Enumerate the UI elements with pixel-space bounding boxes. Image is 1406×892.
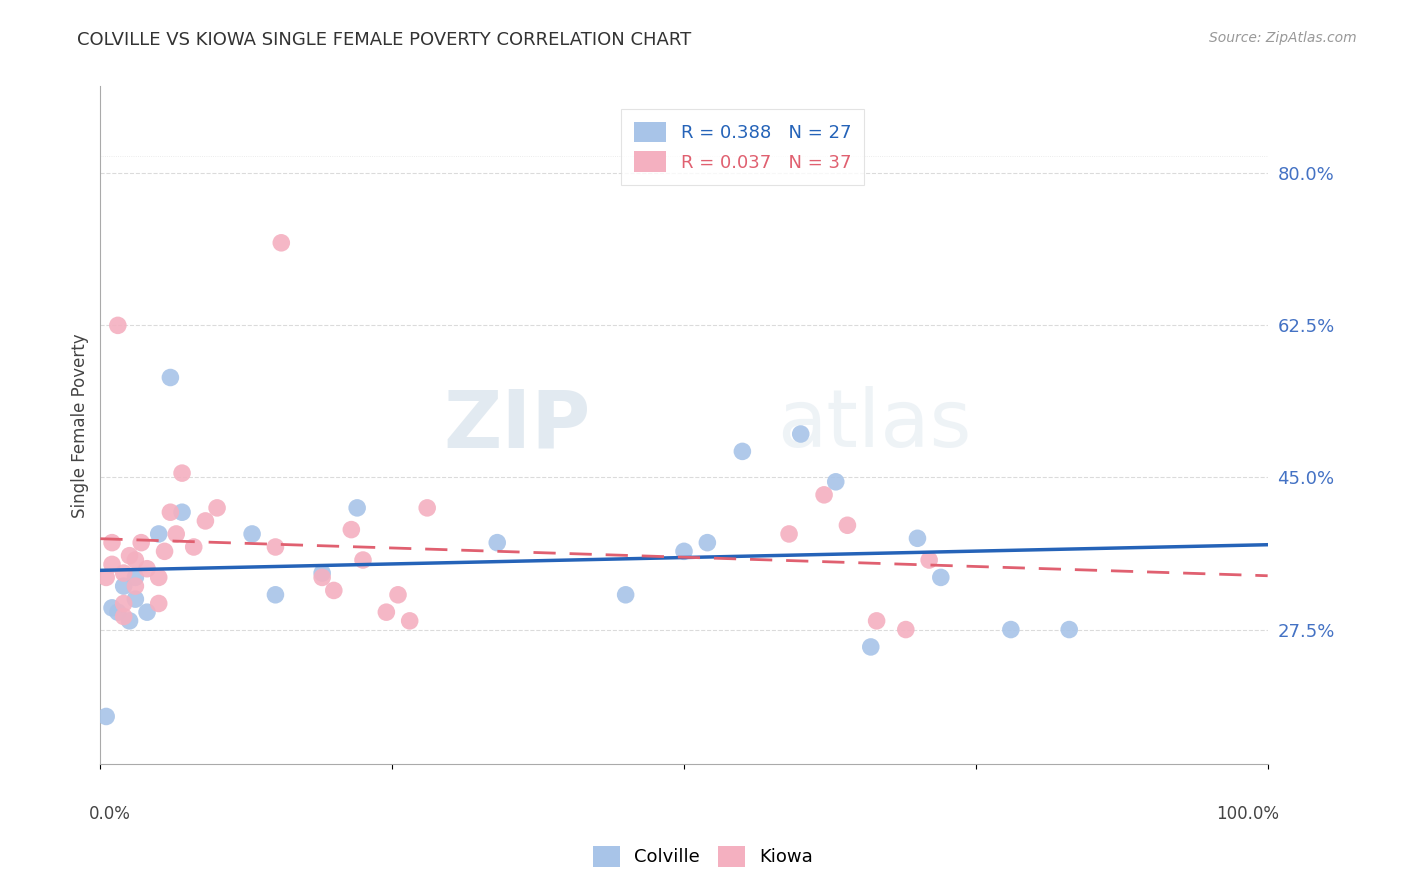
Point	[101, 558, 124, 572]
Point	[129, 535, 152, 549]
Point	[170, 466, 193, 480]
Point	[270, 235, 292, 250]
Point	[346, 500, 368, 515]
Text: 0.0%: 0.0%	[89, 805, 131, 823]
Point	[148, 527, 170, 541]
Point	[96, 570, 118, 584]
Point	[159, 505, 181, 519]
Point	[183, 540, 205, 554]
Y-axis label: Single Female Poverty: Single Female Poverty	[72, 333, 89, 517]
Point	[101, 600, 124, 615]
Point	[672, 544, 695, 558]
Text: COLVILLE VS KIOWA SINGLE FEMALE POVERTY CORRELATION CHART: COLVILLE VS KIOWA SINGLE FEMALE POVERTY …	[77, 31, 692, 49]
Point	[1057, 623, 1080, 637]
Point	[148, 570, 170, 584]
Point	[311, 570, 333, 584]
Point	[865, 614, 887, 628]
Point	[813, 488, 835, 502]
Point	[124, 579, 146, 593]
Point	[918, 553, 941, 567]
Text: Source: ZipAtlas.com: Source: ZipAtlas.com	[1209, 31, 1357, 45]
Point	[929, 570, 952, 584]
Point	[194, 514, 217, 528]
Point	[416, 500, 439, 515]
Point	[107, 605, 129, 619]
Point	[322, 583, 344, 598]
Point	[165, 527, 187, 541]
Point	[824, 475, 846, 489]
Point	[96, 709, 118, 723]
Text: 100.0%: 100.0%	[1216, 805, 1279, 823]
Point	[486, 535, 509, 549]
Point	[696, 535, 718, 549]
Point	[837, 518, 859, 533]
Point	[101, 535, 124, 549]
Point	[153, 544, 176, 558]
Point	[112, 579, 135, 593]
Point	[170, 505, 193, 519]
Text: atlas: atlas	[778, 386, 972, 465]
Point	[112, 566, 135, 580]
Point	[778, 527, 800, 541]
Point	[240, 527, 263, 541]
Point	[398, 614, 420, 628]
Point	[731, 444, 754, 458]
Point	[340, 523, 363, 537]
Text: ZIP: ZIP	[443, 386, 591, 465]
Point	[136, 605, 159, 619]
Point	[124, 592, 146, 607]
Point	[387, 588, 409, 602]
Point	[118, 614, 141, 628]
Point	[118, 549, 141, 563]
Point	[907, 531, 929, 545]
Point	[148, 597, 170, 611]
Point	[894, 623, 917, 637]
Point	[264, 588, 287, 602]
Point	[136, 562, 159, 576]
Point	[311, 566, 333, 580]
Point	[159, 370, 181, 384]
Legend: R = 0.388   N = 27, R = 0.037   N = 37: R = 0.388 N = 27, R = 0.037 N = 37	[621, 109, 863, 185]
Point	[264, 540, 287, 554]
Legend: Colville, Kiowa: Colville, Kiowa	[585, 838, 821, 874]
Point	[790, 427, 813, 442]
Point	[1000, 623, 1022, 637]
Point	[352, 553, 374, 567]
Point	[112, 597, 135, 611]
Point	[859, 640, 882, 654]
Point	[112, 609, 135, 624]
Point	[107, 318, 129, 333]
Point	[124, 570, 146, 584]
Point	[124, 553, 146, 567]
Point	[205, 500, 228, 515]
Point	[375, 605, 398, 619]
Point	[614, 588, 637, 602]
